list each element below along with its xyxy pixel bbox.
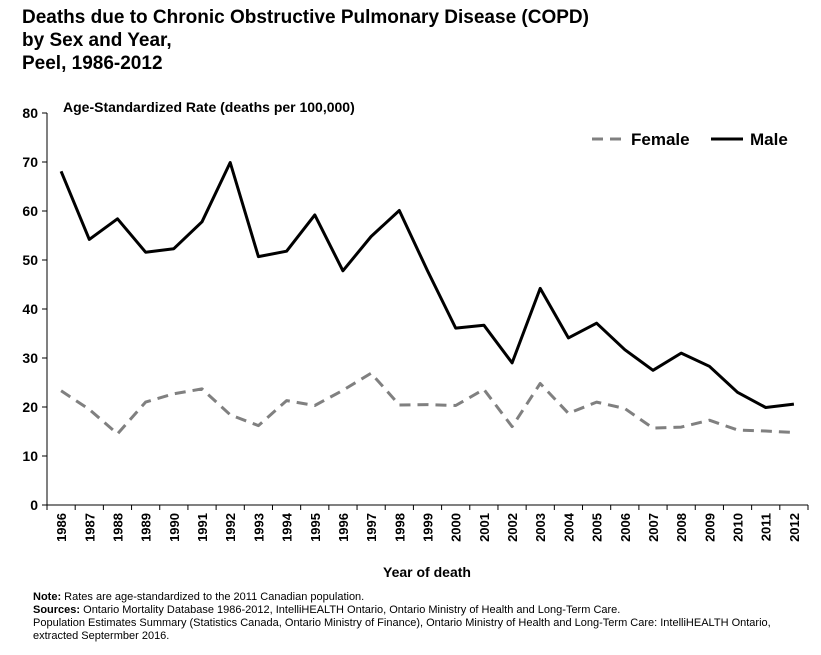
- x-tick-label: 2009: [702, 513, 717, 542]
- y-tick-label: 20: [22, 399, 38, 415]
- x-tick-label: 1999: [421, 513, 436, 542]
- x-tick-label: 1994: [280, 512, 295, 542]
- x-tick-label: 1987: [82, 513, 97, 542]
- y-tick-label: 0: [30, 497, 38, 513]
- y-tick-label: 50: [22, 252, 38, 268]
- chart-title-line-2: by Sex and Year,: [22, 30, 172, 51]
- x-tick-label: 2010: [731, 513, 746, 542]
- x-tick-label: 2002: [505, 513, 520, 542]
- chart-title: Deaths due to Chronic Obstructive Pulmon…: [22, 6, 589, 75]
- x-tick-label: 2011: [759, 513, 774, 541]
- x-tick-label: 2001: [477, 513, 492, 542]
- y-tick-label: 80: [22, 105, 38, 121]
- legend: Female Male: [592, 130, 788, 149]
- sources-label: Sources:: [33, 604, 81, 616]
- sources-line: Sources: Ontario Mortality Database 1986…: [33, 604, 813, 617]
- x-tick-label: 2006: [618, 513, 633, 542]
- x-tick-label: 1991: [195, 513, 210, 542]
- y-tick-label: 70: [22, 154, 38, 170]
- x-tick-label: 1996: [336, 513, 351, 542]
- series-line-female: [60, 371, 794, 436]
- y-axis-label: Age-Standardized Rate (deaths per 100,00…: [63, 99, 355, 115]
- x-tick-label: 1993: [251, 513, 266, 542]
- x-tick-label: 1992: [223, 513, 238, 542]
- sources-text: Ontario Mortality Database 1986-2012, In…: [80, 604, 621, 616]
- note-line: Note: Rates are age-standardized to the …: [33, 591, 813, 604]
- x-tick-label: 1988: [110, 513, 125, 542]
- x-tick-label: 1998: [392, 513, 407, 542]
- x-tick-label: 1986: [54, 513, 69, 542]
- x-tick-label: 1997: [364, 513, 379, 542]
- legend-label-male: Male: [750, 130, 788, 149]
- footnotes: Note: Rates are age-standardized to the …: [33, 591, 813, 643]
- x-tick-label: 2000: [449, 513, 464, 542]
- x-tick-label: 2012: [787, 513, 802, 542]
- x-tick-label: 1989: [139, 513, 154, 542]
- note-text: Rates are age-standardized to the 2011 C…: [61, 591, 365, 603]
- y-tick-label: 60: [22, 203, 38, 219]
- x-tick-label: 2005: [590, 513, 605, 542]
- x-tick-label: 1995: [308, 513, 323, 542]
- y-tick-label: 10: [22, 448, 38, 464]
- legend-label-female: Female: [631, 130, 690, 149]
- y-tick-label: 40: [22, 301, 38, 317]
- x-axis-label: Year of death: [383, 564, 471, 580]
- series-line-male: [59, 161, 795, 409]
- y-tick-label: 30: [22, 350, 38, 366]
- x-tick-label: 2008: [674, 513, 689, 542]
- x-tick-label: 1990: [167, 513, 182, 542]
- sources-line-2: Population Estimates Summary (Statistics…: [33, 617, 771, 642]
- x-tick-label: 2007: [646, 513, 661, 542]
- axes: 0 10 20 30 40 50 60 70 80 1986 1987 1988 1989 1990 199…: [22, 105, 809, 542]
- x-tick-label: 2003: [533, 513, 548, 542]
- series-layer: [59, 161, 795, 436]
- note-label: Note:: [33, 591, 62, 603]
- x-tick-label: 2004: [561, 512, 576, 542]
- chart-title-line-1: Deaths due to Chronic Obstructive Pulmon…: [22, 7, 589, 28]
- chart-title-line-3: Peel, 1986-2012: [22, 53, 163, 74]
- line-chart: Age-Standardized Rate (deaths per 100,00…: [22, 99, 809, 580]
